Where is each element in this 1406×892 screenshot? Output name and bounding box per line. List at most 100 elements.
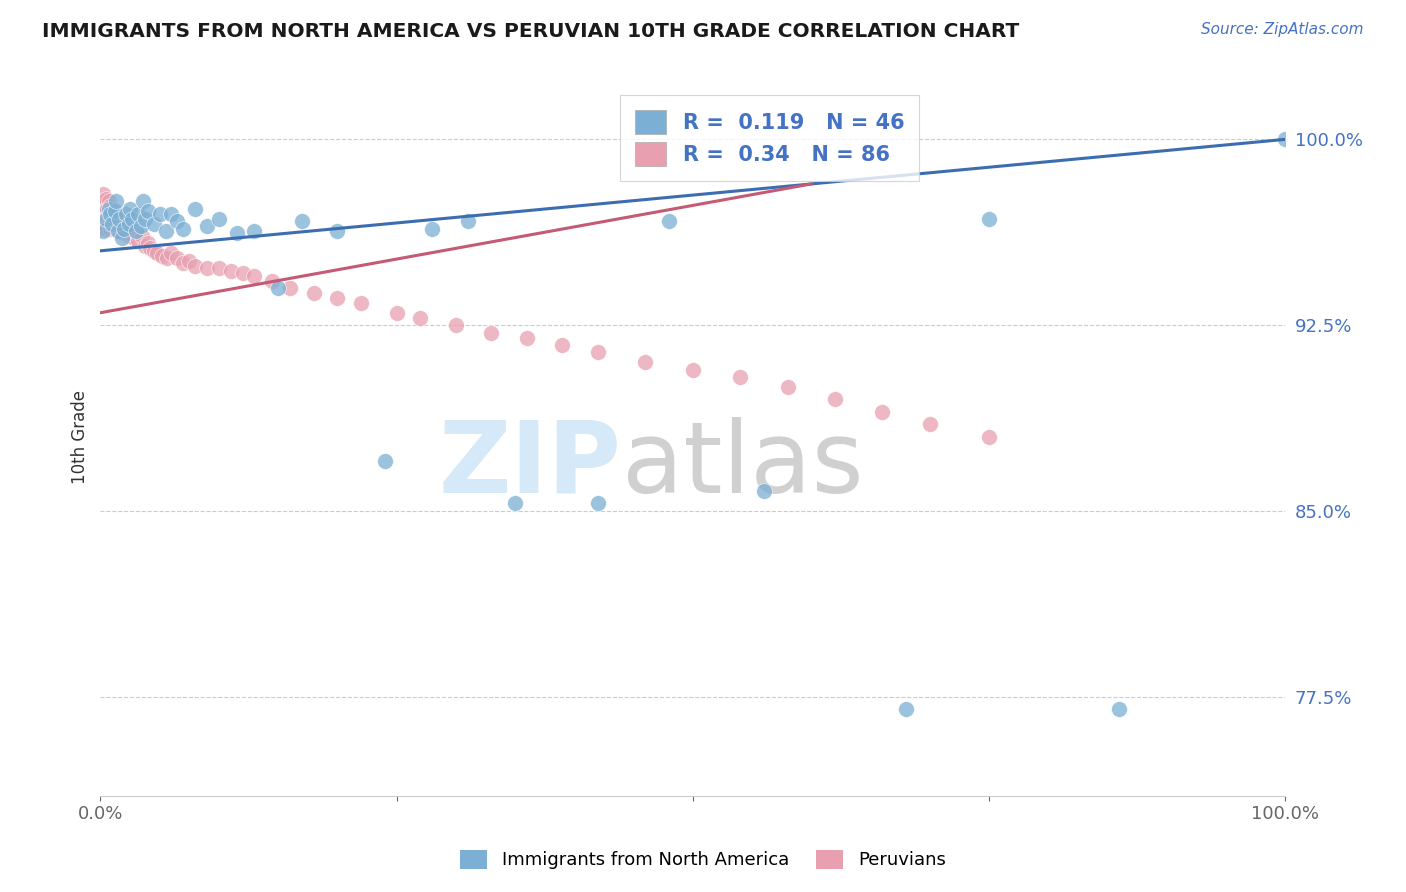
Point	[90, 202, 112, 216]
Point	[326, 224, 349, 238]
Point	[142, 244, 165, 258]
Point	[121, 211, 143, 226]
Y-axis label: 10th Grade: 10th Grade	[72, 390, 89, 483]
Point	[93, 217, 115, 231]
Point	[634, 355, 657, 369]
Point	[100, 207, 122, 221]
Point	[101, 211, 124, 226]
Point	[107, 224, 129, 238]
Point	[120, 224, 142, 238]
Point	[96, 221, 118, 235]
Point	[479, 326, 502, 340]
Point	[94, 207, 117, 221]
Point	[105, 211, 128, 226]
Point	[302, 285, 325, 300]
Point	[142, 217, 165, 231]
Point	[96, 211, 118, 226]
Point	[111, 221, 134, 235]
Point	[225, 227, 247, 241]
Text: Source: ZipAtlas.com: Source: ZipAtlas.com	[1201, 22, 1364, 37]
Point	[136, 204, 159, 219]
Point	[457, 214, 479, 228]
Point	[93, 194, 115, 209]
Point	[98, 199, 121, 213]
Point	[752, 484, 775, 499]
Point	[96, 192, 118, 206]
Point	[1108, 702, 1130, 716]
Point	[110, 217, 132, 231]
Point	[103, 211, 125, 226]
Point	[776, 380, 799, 394]
Point	[100, 217, 122, 231]
Legend: R =  0.119   N = 46, R =  0.34   N = 86: R = 0.119 N = 46, R = 0.34 N = 86	[620, 95, 920, 181]
Legend: Immigrants from North America, Peruvians: Immigrants from North America, Peruvians	[451, 840, 955, 879]
Point	[101, 202, 124, 216]
Point	[156, 252, 179, 266]
Point	[586, 345, 609, 359]
Point	[91, 217, 114, 231]
Point	[127, 207, 149, 221]
Point	[97, 202, 120, 216]
Point	[420, 221, 443, 235]
Point	[409, 310, 432, 325]
Point	[104, 217, 127, 231]
Point	[96, 202, 118, 216]
Point	[111, 227, 134, 241]
Point	[131, 229, 153, 244]
Point	[111, 231, 134, 245]
Point	[115, 224, 138, 238]
Point	[107, 219, 129, 233]
Point	[551, 338, 574, 352]
Point	[112, 221, 135, 235]
Point	[103, 217, 125, 231]
Point	[278, 281, 301, 295]
Point	[219, 263, 242, 277]
Point	[179, 253, 201, 268]
Point	[134, 239, 156, 253]
Point	[291, 214, 314, 228]
Point	[824, 392, 846, 407]
Point	[96, 202, 118, 216]
Point	[374, 454, 396, 468]
Point	[139, 241, 162, 255]
Point	[96, 211, 118, 226]
Point	[104, 194, 127, 209]
Point	[231, 266, 253, 280]
Point	[350, 296, 373, 310]
Point	[103, 204, 125, 219]
Point	[586, 496, 609, 510]
Point	[91, 224, 114, 238]
Point	[444, 318, 467, 333]
Point	[91, 186, 114, 201]
Point	[118, 229, 141, 244]
Point	[208, 261, 231, 276]
Point	[129, 219, 152, 233]
Point	[894, 702, 917, 716]
Point	[1274, 132, 1296, 146]
Point	[103, 221, 125, 235]
Point	[503, 496, 526, 510]
Point	[160, 246, 183, 260]
Point	[101, 217, 124, 231]
Point	[195, 219, 218, 233]
Point	[127, 234, 149, 248]
Point	[115, 207, 138, 221]
Point	[118, 217, 141, 231]
Point	[243, 224, 266, 238]
Point	[94, 196, 117, 211]
Point	[977, 211, 1000, 226]
Point	[136, 236, 159, 251]
Point	[918, 417, 941, 432]
Point	[91, 196, 114, 211]
Point	[184, 259, 207, 273]
Point	[326, 291, 349, 305]
Point	[98, 221, 121, 235]
Point	[977, 429, 1000, 443]
Point	[172, 221, 194, 235]
Point	[149, 207, 172, 221]
Point	[98, 207, 121, 221]
Point	[108, 211, 131, 226]
Text: IMMIGRANTS FROM NORTH AMERICA VS PERUVIAN 10TH GRADE CORRELATION CHART: IMMIGRANTS FROM NORTH AMERICA VS PERUVIA…	[42, 22, 1019, 41]
Point	[118, 202, 141, 216]
Point	[90, 221, 112, 235]
